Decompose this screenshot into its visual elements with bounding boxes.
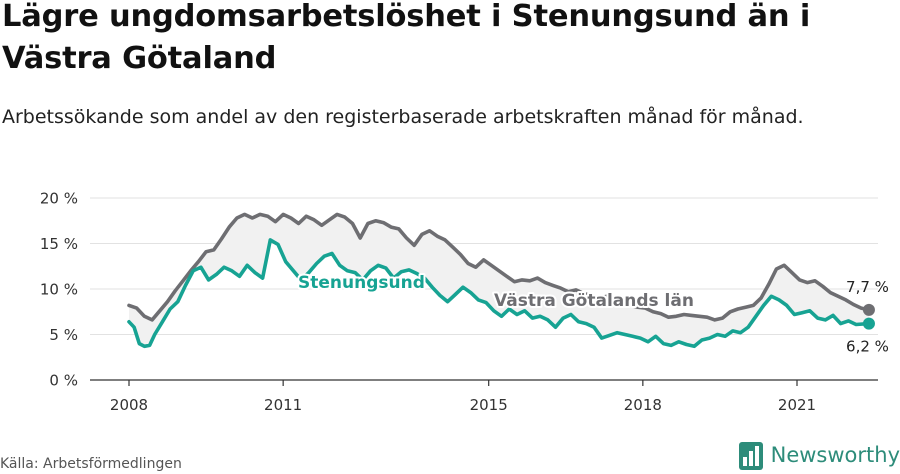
series-line-stenungsund [127,238,871,349]
y-tick-label: 5 % [49,326,78,344]
end-point-stenungsund [862,317,875,330]
series-line-vastra-gotaland [127,212,871,322]
chart-title: Lägre ungdomsarbetslöshet i Stenungsund … [2,0,811,76]
x-tick-label: 2015 [470,396,508,414]
series-label-vastra-gotaland: Västra Götalands län [494,291,694,311]
source-note: Källa: Arbetsförmedlingen [0,456,182,472]
x-tick-label: 2018 [624,396,662,414]
gap-band-area [129,214,869,347]
y-tick-label: 20 % [40,190,78,208]
y-tick-label: 0 % [49,372,78,390]
series-label-stenungsund: Stenungsund [298,273,425,293]
bar-chart-logo-icon [738,442,763,470]
brand-name: Newsworthy [770,443,900,467]
axes: 0 % 5 % 10 % 15 % 20 % 2008 2011 2015 2018 2021 [40,190,878,414]
x-tick-label: 2021 [778,396,816,414]
y-tick-label: 15 % [40,235,78,253]
end-point-vastra-gotaland [862,303,875,316]
series-labels: 7,7 % 6,2 % Stenungsund Västra Götalands lä… [296,271,889,356]
newsworthy-logo: Newsworthy [738,438,900,472]
x-tick-label: 2011 [264,396,302,414]
y-tick-label: 10 % [40,281,78,299]
end-label-stenungsund: 6,2 % [846,338,889,356]
x-tick-label: 2008 [110,396,148,414]
series-lines [127,212,875,349]
end-label-vastra-gotaland: 7,7 % [846,278,889,296]
gap-band [129,214,869,347]
chart-subtitle: Arbetssökande som andel av den registerb… [2,106,804,128]
